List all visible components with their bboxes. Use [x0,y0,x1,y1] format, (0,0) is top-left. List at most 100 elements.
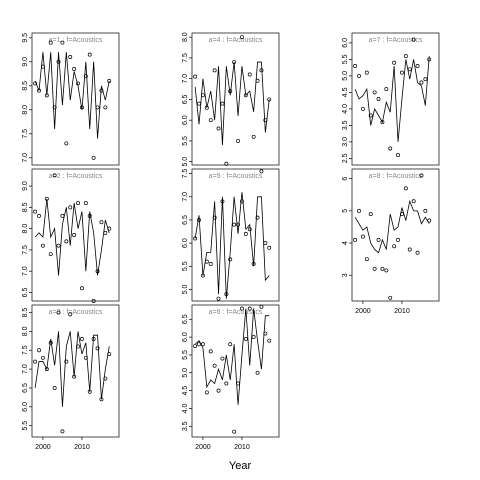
x-axis-title: Year [229,460,252,472]
y-tick-label: 4.5 [182,386,189,396]
data-point [236,222,240,227]
data-point [411,37,416,42]
data-point [64,239,69,244]
y-tick-label: 7.5 [22,245,29,255]
panel-frame [351,168,440,302]
y-tick-label: 6.0 [182,115,189,125]
data-point [33,359,38,364]
data-point [251,335,256,340]
data-point [99,220,104,225]
data-line [194,308,270,405]
x-tick-label: 2000 [355,308,371,315]
data-point [392,60,397,65]
data-line [354,199,430,254]
data-point [76,201,80,206]
strip-label: a=2 : f=Acoustics [49,173,103,180]
y-tick-label: 4.0 [182,403,189,413]
data-point [208,118,213,123]
data-point [56,59,61,64]
panel-frame [31,304,120,438]
data-point [357,73,361,78]
data-point [68,55,73,59]
y-tick-label: 9.0 [22,57,29,67]
data-point [255,215,260,220]
data-point [360,106,365,111]
y-tick-label: 6.5 [182,314,189,324]
y-tick-label: 6.5 [182,215,189,225]
y-tick-label: 3.5 [182,421,189,431]
data-point [216,388,221,393]
data-point [83,201,88,206]
data-point [263,241,268,246]
panel: a=6 : f=Acoustics 3.5 4.0 4.5 5.0 5.5 6.0 6.5 20… [182,304,280,451]
data-point [372,90,377,95]
y-tick-label: 4.0 [342,104,349,114]
data-point [40,243,45,248]
panel-frame [351,32,440,166]
data-point [407,247,412,252]
data-point [68,312,73,317]
y-tick-label: 6.0 [182,332,189,342]
data-point [68,205,73,210]
x-tick-label: 2010 [394,308,410,315]
data-point [419,80,424,85]
data-point [243,231,248,236]
data-point [79,286,84,291]
y-tick-label: 7.5 [182,169,189,179]
data-point [52,386,57,390]
data-point [103,105,108,110]
data-point [79,336,84,341]
y-tick-label: 6.0 [182,238,189,248]
y-tick-label: 8.0 [182,32,189,42]
data-point [396,153,400,158]
data-point [372,266,377,271]
data-point [60,40,65,45]
data-point [52,173,57,178]
data-point [415,64,420,68]
y-tick-label: 8.5 [22,308,29,318]
data-point [364,70,369,75]
data-point [91,299,96,303]
y-tick-label: 7.5 [22,345,29,355]
panel-frame [31,168,120,302]
data-line [354,56,430,142]
data-point [239,35,244,40]
data-point [243,336,248,341]
y-tick-label: 6.5 [182,94,189,104]
panel-frame [191,304,280,438]
x-tick-label: 2000 [195,444,211,451]
data-point [208,261,213,266]
data-point [403,186,408,191]
data-point [267,338,272,343]
strip-label: a=5 : f=Acoustics [209,173,263,180]
data-point [251,134,256,139]
data-point [37,348,41,353]
data-point [259,169,264,174]
data-point [95,105,100,110]
data-point [64,141,69,146]
data-point [380,266,385,271]
data-point [212,68,217,73]
data-point [267,245,272,250]
data-line [194,192,270,299]
y-tick-label: 6.5 [22,383,29,393]
y-tick-label: 8.0 [22,105,29,115]
data-point [384,268,389,273]
data-point [87,52,92,57]
y-tick-label: 5.0 [182,368,189,378]
data-point [360,234,365,239]
data-line [194,61,270,146]
data-point [228,257,233,262]
panel: a=5 : f=Acoustics 5.0 5.5 6.0 6.5 7.0 7.5 [182,168,280,302]
y-tick-label: 2.5 [342,153,349,163]
strip-label: a=6 : f=Acoustics [209,309,263,316]
data-point [376,97,381,101]
data-point [353,64,358,68]
data-point [40,355,45,360]
data-point [239,199,244,204]
y-tick-label: 6 [342,177,349,181]
y-tick-label: 7.5 [182,53,189,63]
y-tick-label: 5.0 [342,71,349,81]
data-point [216,296,221,301]
